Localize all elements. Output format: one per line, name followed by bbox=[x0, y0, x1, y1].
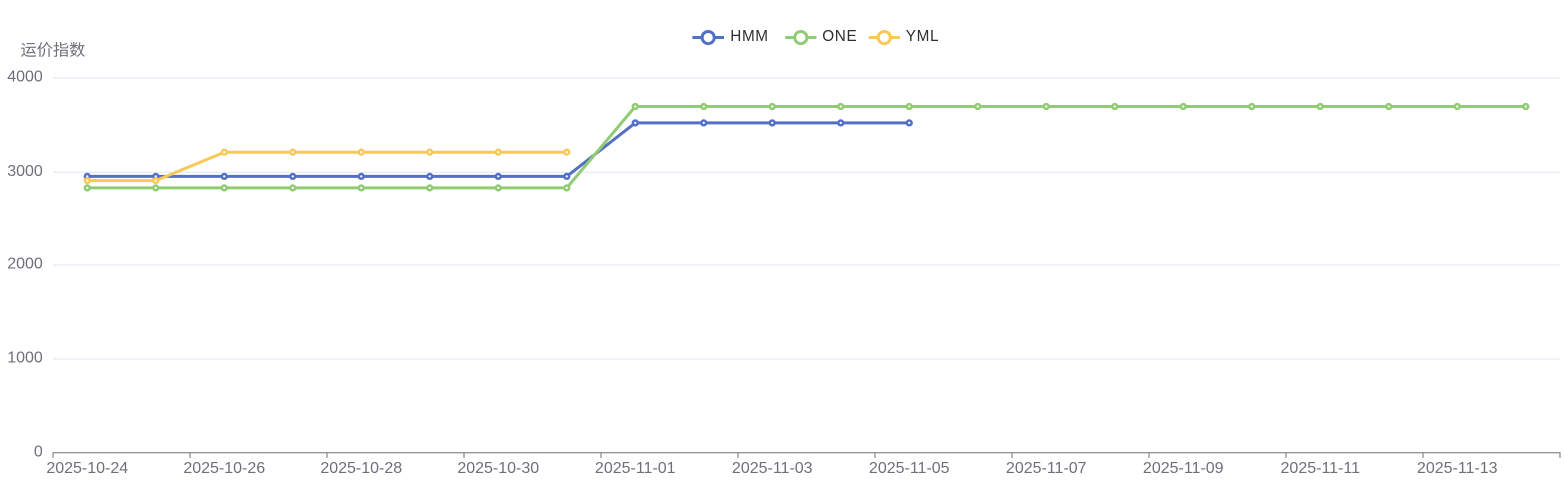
svg-text:2000: 2000 bbox=[7, 256, 43, 273]
svg-text:ONE: ONE bbox=[822, 28, 857, 45]
svg-text:4000: 4000 bbox=[7, 69, 43, 86]
svg-text:2025-11-05: 2025-11-05 bbox=[869, 460, 950, 477]
svg-text:2025-11-07: 2025-11-07 bbox=[1006, 460, 1087, 477]
svg-text:3000: 3000 bbox=[7, 163, 43, 180]
svg-text:0: 0 bbox=[34, 443, 43, 460]
svg-text:YML: YML bbox=[906, 28, 939, 45]
svg-text:2025-10-26: 2025-10-26 bbox=[183, 460, 265, 477]
svg-text:2025-11-13: 2025-11-13 bbox=[1417, 460, 1498, 477]
svg-text:HMM: HMM bbox=[730, 28, 768, 45]
svg-text:2025-10-28: 2025-10-28 bbox=[320, 460, 402, 477]
svg-text:2025-11-09: 2025-11-09 bbox=[1143, 460, 1224, 477]
svg-text:2025-10-30: 2025-10-30 bbox=[457, 460, 539, 477]
svg-text:2025-11-03: 2025-11-03 bbox=[732, 460, 813, 477]
svg-text:2025-11-01: 2025-11-01 bbox=[595, 460, 676, 477]
svg-text:1000: 1000 bbox=[7, 350, 43, 367]
svg-text:2025-10-24: 2025-10-24 bbox=[46, 460, 128, 477]
svg-text:2025-11-11: 2025-11-11 bbox=[1281, 460, 1361, 477]
